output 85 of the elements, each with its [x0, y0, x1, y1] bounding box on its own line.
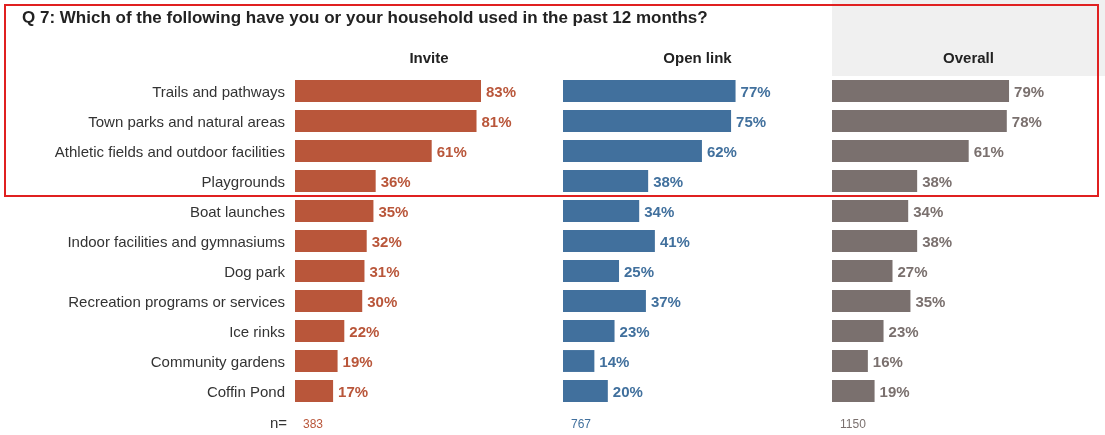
- data-label: 31%: [369, 262, 400, 280]
- data-label: 77%: [740, 82, 771, 100]
- bar: [295, 170, 376, 192]
- bar: [563, 260, 620, 282]
- data-label: 62%: [706, 142, 737, 160]
- bar: [563, 140, 702, 162]
- text: 767: [571, 417, 592, 431]
- data-label: 17%: [338, 382, 369, 400]
- y-tick-label: Dog park: [224, 262, 286, 280]
- text: 383: [303, 417, 324, 431]
- data-label: 36%: [380, 172, 411, 190]
- chart-subtitle: Invite: [408, 49, 450, 66]
- data-label: 34%: [913, 202, 944, 220]
- bar: [563, 80, 736, 102]
- data-label: 38%: [922, 232, 953, 250]
- bar: [295, 380, 334, 402]
- data-label: 75%: [736, 112, 767, 130]
- bar: [563, 290, 646, 312]
- data-label: 16%: [872, 352, 903, 370]
- data-label: 23%: [888, 322, 919, 340]
- data-label: 27%: [897, 262, 928, 280]
- y-tick-label: Town parks and natural areas: [88, 112, 285, 130]
- data-label: 34%: [644, 202, 675, 220]
- bar: [295, 320, 345, 342]
- bar: [832, 350, 868, 372]
- bar: [563, 230, 655, 252]
- chart-title: Q 7: Which of the following have you or your household used in the past 12 months?: [22, 8, 708, 28]
- data-label: 25%: [624, 262, 655, 280]
- bar: [832, 200, 909, 222]
- y-tick-label: Ice rinks: [229, 322, 285, 340]
- bar: [832, 290, 911, 312]
- bar: [832, 380, 875, 402]
- data-label: 30%: [367, 292, 398, 310]
- data-label: 41%: [659, 232, 690, 250]
- bar: [563, 380, 608, 402]
- bar: [832, 110, 1007, 132]
- bar: [563, 350, 595, 372]
- data-label: 35%: [915, 292, 946, 310]
- data-label: 79%: [1014, 82, 1045, 100]
- bar: [832, 80, 1010, 102]
- y-tick-label: Recreation programs or services: [68, 292, 285, 310]
- data-label: 19%: [342, 352, 373, 370]
- data-label: 32%: [371, 232, 402, 250]
- y-tick-label: Trails and pathways: [152, 82, 285, 100]
- y-tick-label: Boat launches: [189, 202, 285, 220]
- data-label: 20%: [612, 382, 643, 400]
- data-label: 22%: [349, 322, 380, 340]
- chart-subtitle: Open link: [662, 49, 733, 66]
- data-label: 23%: [619, 322, 650, 340]
- data-label: 35%: [378, 202, 409, 220]
- data-label: 61%: [973, 142, 1004, 160]
- bar: [832, 320, 884, 342]
- bar: [295, 260, 365, 282]
- text: n=: [269, 414, 287, 431]
- y-tick-label: Indoor facilities and gymnasiums: [67, 232, 285, 250]
- y-tick-label: Community gardens: [150, 352, 285, 370]
- bar: [563, 110, 732, 132]
- bar: [832, 140, 969, 162]
- data-label: 61%: [436, 142, 467, 160]
- bar: [832, 260, 893, 282]
- y-tick-label: Athletic fields and outdoor facilities: [54, 142, 285, 160]
- data-label: 38%: [922, 172, 953, 190]
- data-label: 83%: [486, 82, 517, 100]
- text: 1150: [840, 417, 866, 431]
- data-label: 38%: [653, 172, 684, 190]
- bar: [295, 230, 367, 252]
- bar: [295, 200, 374, 222]
- data-label: 78%: [1011, 112, 1042, 130]
- y-tick-label: Playgrounds: [201, 172, 285, 190]
- bar: [832, 170, 918, 192]
- bar: [563, 200, 640, 222]
- y-tick-label: Coffin Pond: [206, 382, 285, 400]
- data-label: 14%: [599, 352, 630, 370]
- bar: [563, 320, 615, 342]
- bar: [295, 140, 432, 162]
- chart-subtitle: Overall: [942, 49, 995, 66]
- bar: [295, 80, 481, 102]
- bar: [295, 350, 338, 372]
- data-label: 37%: [650, 292, 681, 310]
- bar: [295, 110, 477, 132]
- bar: [832, 230, 918, 252]
- data-label: 19%: [879, 382, 910, 400]
- bar: [295, 290, 363, 312]
- data-label: 81%: [481, 112, 512, 130]
- bar: [563, 170, 649, 192]
